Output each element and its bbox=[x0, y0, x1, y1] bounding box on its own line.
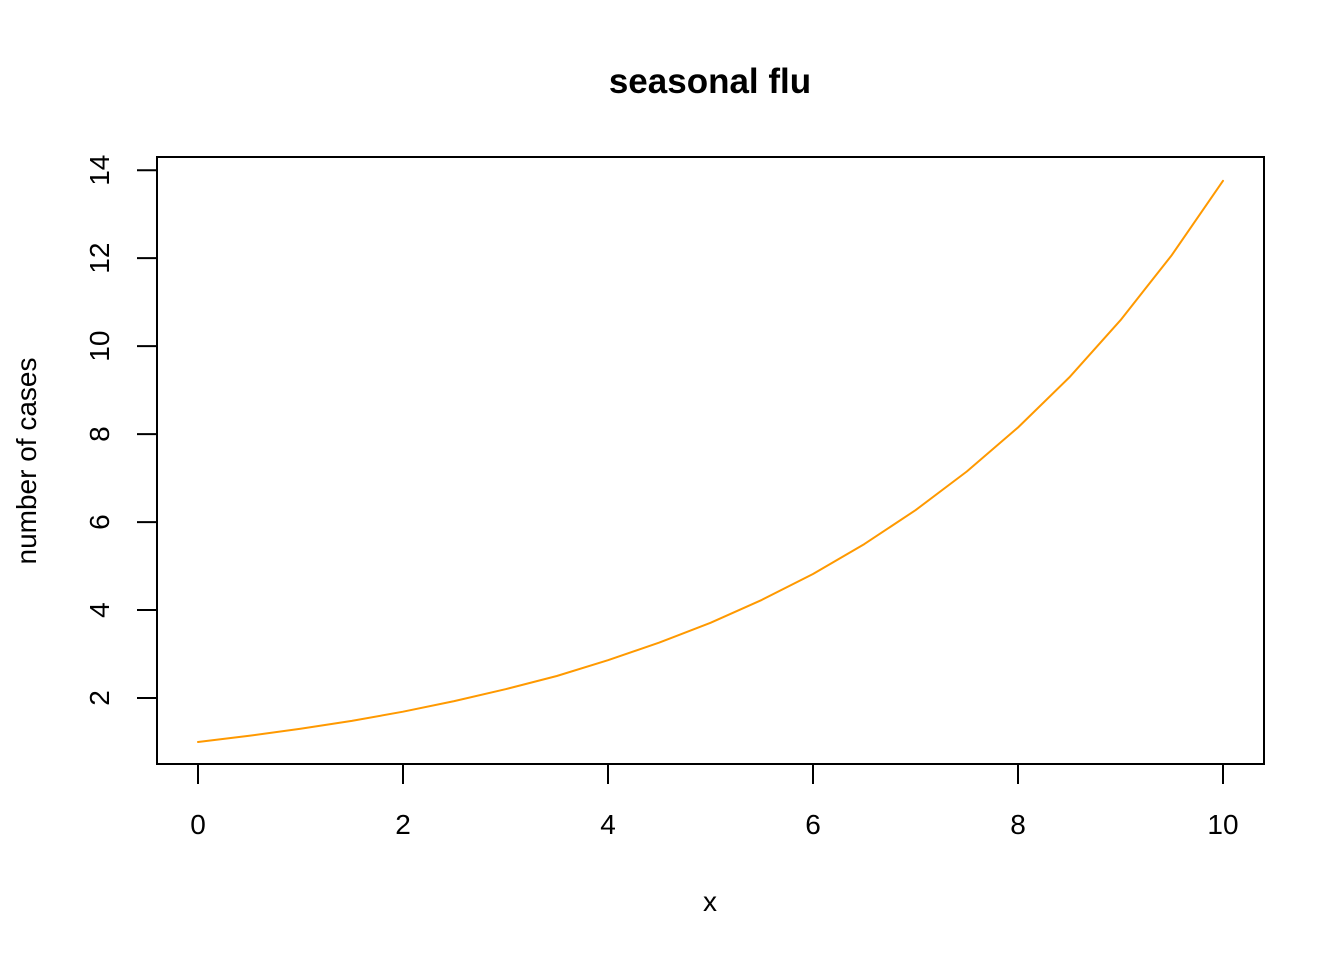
x-tick-label: 2 bbox=[395, 809, 411, 840]
plot-area-frame bbox=[156, 156, 1265, 765]
series-line bbox=[197, 179, 1224, 743]
y-axis-title: number of cases bbox=[11, 358, 42, 565]
x-tick-label: 0 bbox=[190, 809, 206, 840]
x-tick-label: 8 bbox=[1010, 809, 1026, 840]
y-axis: 2 4 6 8 10 12 14 bbox=[84, 155, 158, 706]
y-tick-label: 14 bbox=[84, 155, 115, 186]
x-axis: 0 2 4 6 8 10 bbox=[190, 763, 1239, 840]
y-tick-label: 10 bbox=[84, 331, 115, 362]
chart-title: seasonal flu bbox=[609, 62, 811, 101]
x-tick-label: 6 bbox=[805, 809, 821, 840]
x-tick-label: 10 bbox=[1207, 809, 1238, 840]
y-tick-label: 8 bbox=[84, 426, 115, 442]
series-layer bbox=[197, 179, 1224, 743]
x-axis-title: x bbox=[703, 886, 717, 917]
y-tick-label: 4 bbox=[84, 602, 115, 618]
y-tick-label: 12 bbox=[84, 243, 115, 274]
y-tick-label: 2 bbox=[84, 690, 115, 706]
y-tick-label: 6 bbox=[84, 514, 115, 530]
x-tick-label: 4 bbox=[600, 809, 616, 840]
